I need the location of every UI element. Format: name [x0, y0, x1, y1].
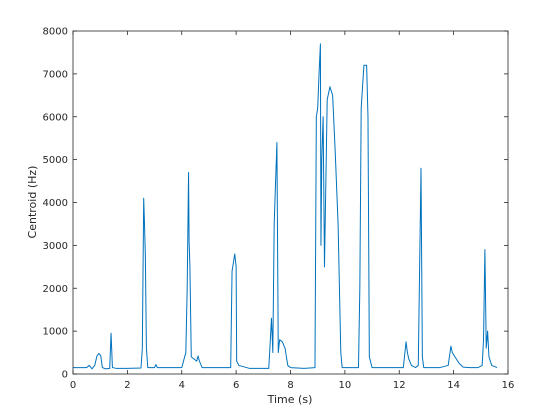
x-tick-label: 14 — [447, 380, 460, 391]
y-tick-label: 2000 — [43, 284, 68, 295]
x-tick-label: 8 — [287, 380, 293, 391]
x-tick-label: 16 — [502, 380, 515, 391]
y-axis-label: Centroid (Hz) — [26, 166, 39, 239]
y-tick-label: 0 — [62, 370, 68, 381]
y-tick-label: 8000 — [43, 27, 68, 38]
x-tick-label: 10 — [339, 380, 352, 391]
y-tick-label: 6000 — [43, 112, 68, 123]
y-tick-label: 7000 — [43, 69, 68, 80]
x-tick-label: 0 — [70, 380, 76, 391]
x-tick-label: 6 — [233, 380, 239, 391]
y-tick-label: 4000 — [43, 198, 68, 209]
series-line — [73, 43, 498, 370]
x-tick-label: 12 — [393, 380, 406, 391]
x-axis-label: Time (s) — [267, 393, 313, 406]
y-tick-label: 1000 — [43, 327, 68, 338]
x-tick-label: 4 — [179, 380, 185, 391]
y-tick-label: 3000 — [43, 241, 68, 252]
plot-frame — [72, 30, 509, 375]
tick-labels-group: 0 2 4 6 8 10 12 14 16 0 1000 2000 3000 4000 5000 6000 70… — [43, 27, 515, 392]
y-tick-label: 5000 — [43, 155, 68, 166]
plot-area — [73, 31, 508, 374]
x-tick-label: 2 — [124, 380, 130, 391]
